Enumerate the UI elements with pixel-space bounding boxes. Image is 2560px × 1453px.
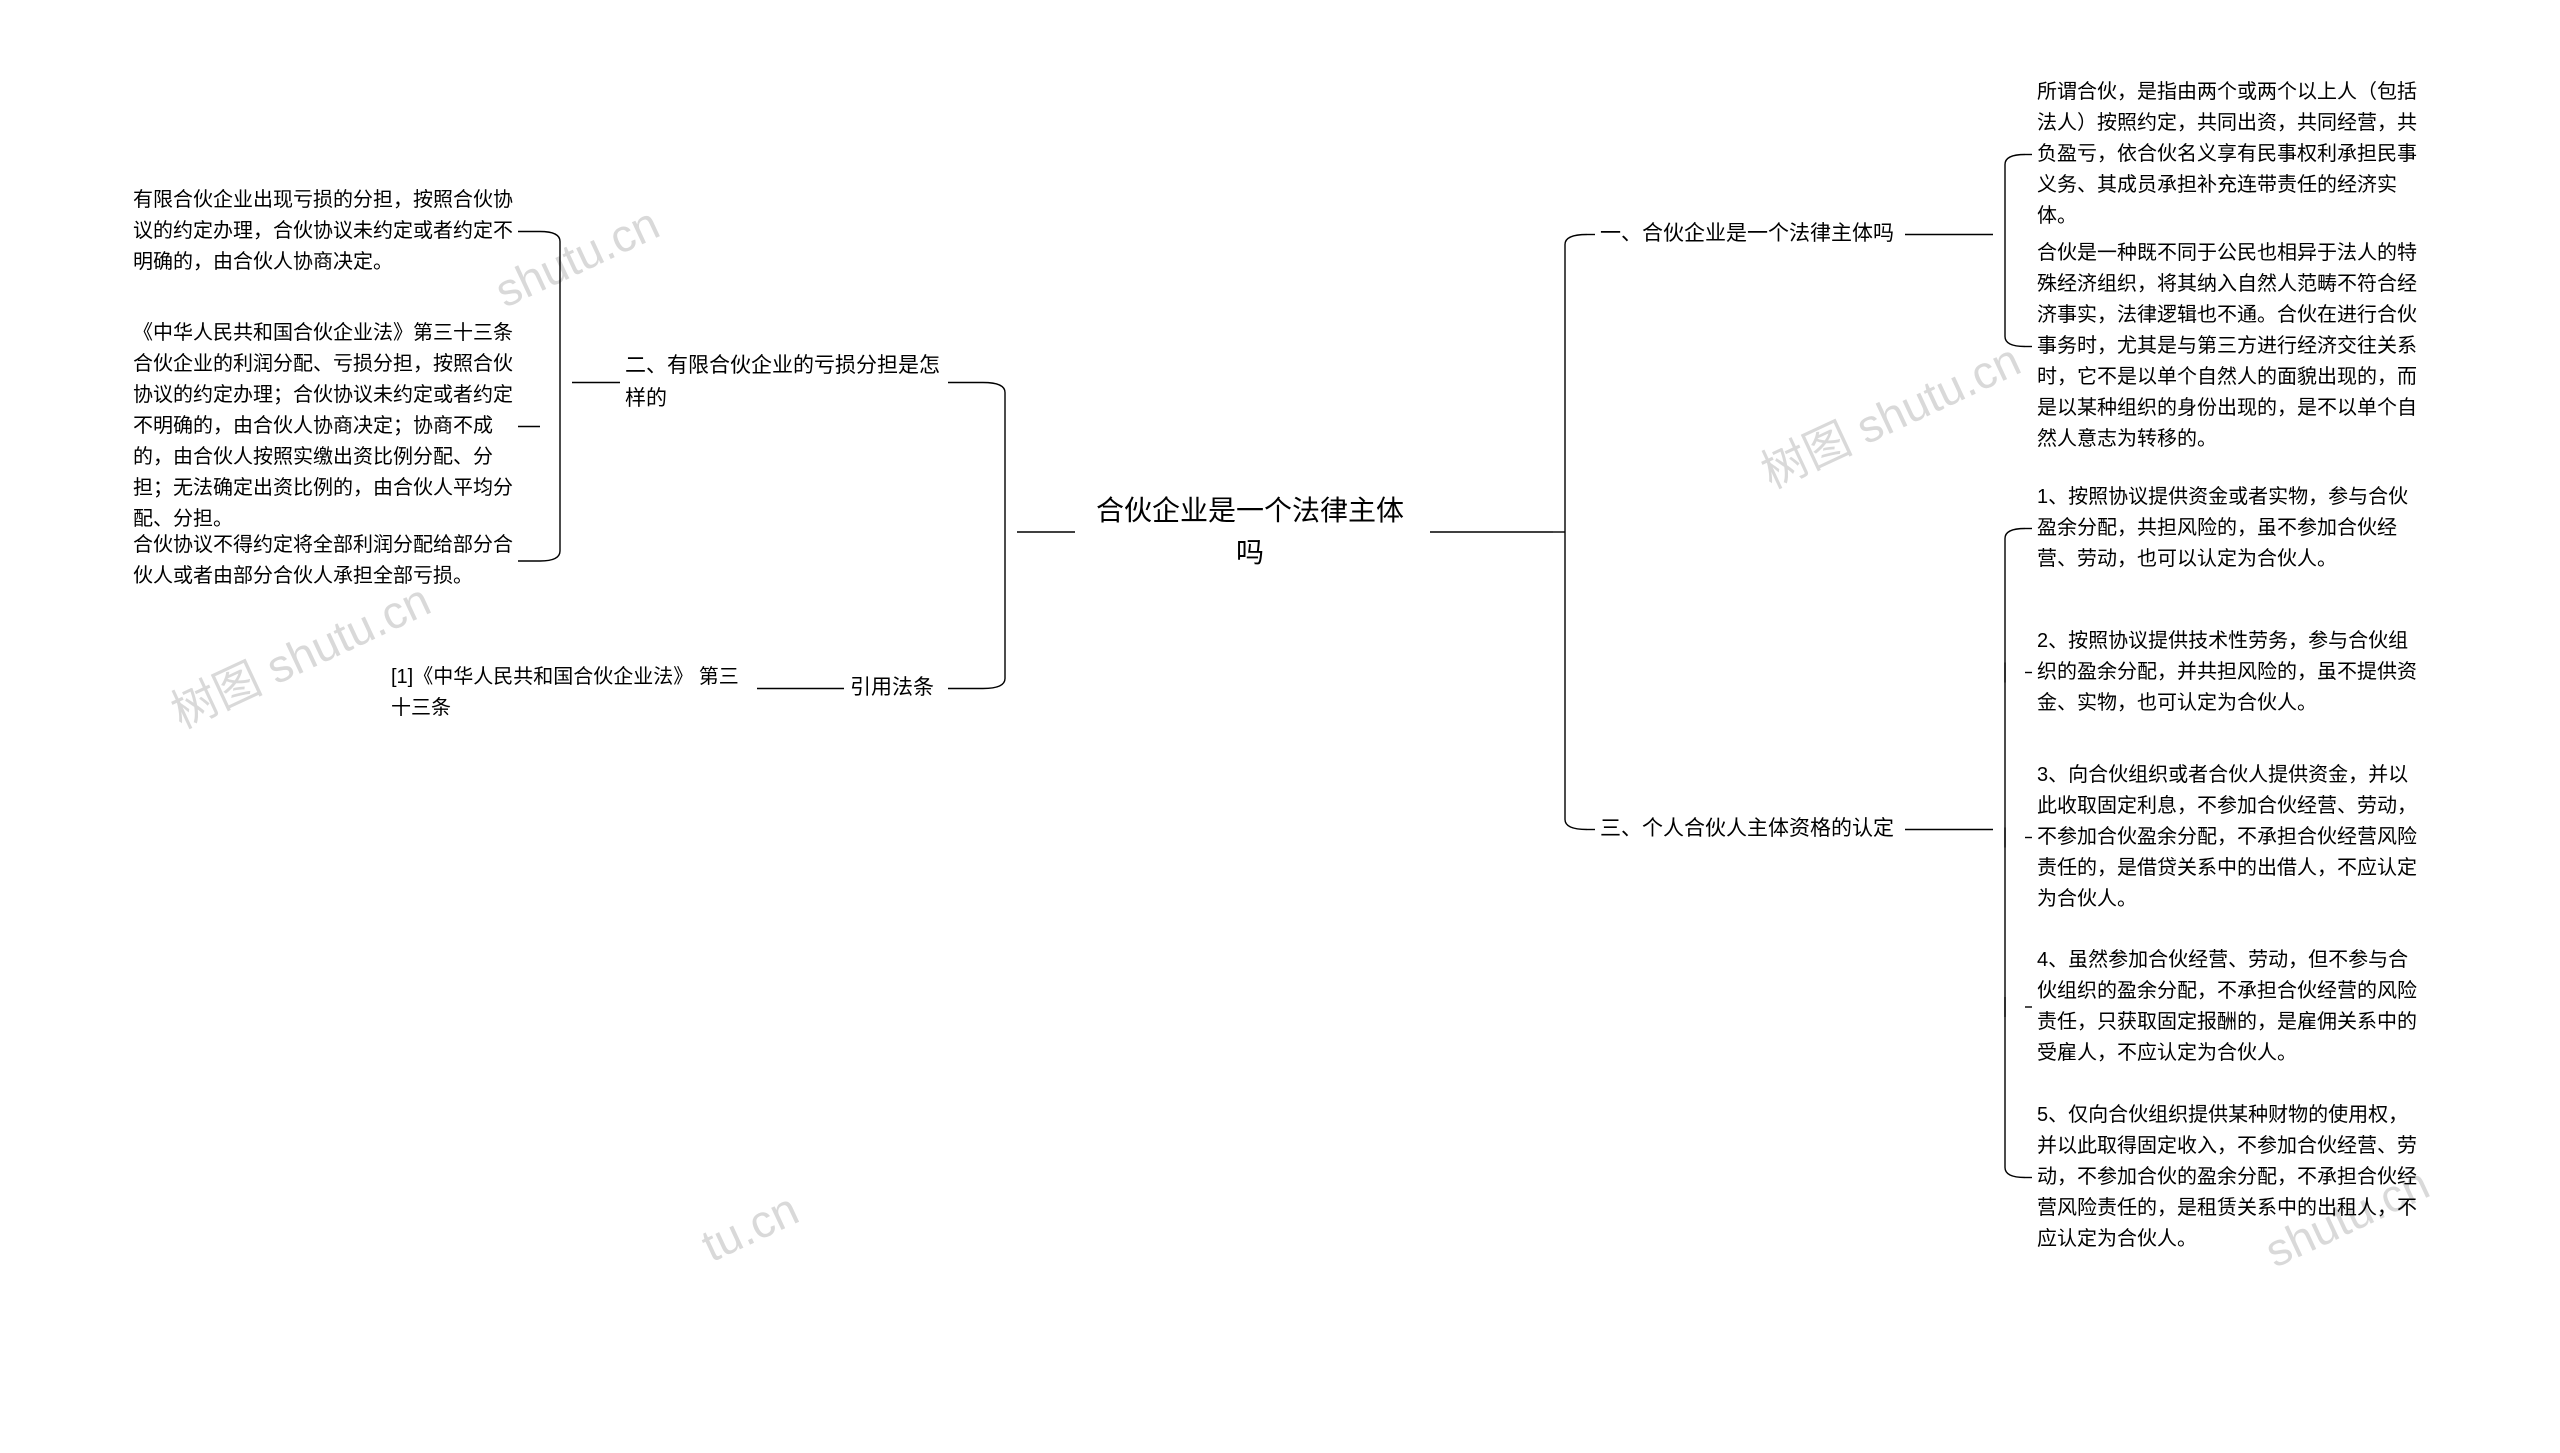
leaf-l2c: 合伙协议不得约定将全部利润分配给部分合伙人或者由部分合伙人承担全部亏损。 [133, 530, 513, 592]
branch-l2: 二、有限合伙企业的亏损分担是怎样的 [625, 350, 945, 415]
leaf-text: 5、仅向合伙组织提供某种财物的使用权，并以此取得固定收入，不参加合伙经营、劳动，… [2037, 1104, 2417, 1250]
leaf-text: 4、虽然参加合伙经营、劳动，但不参与合伙组织的盈余分配，不承担合伙经营的风险责任… [2037, 949, 2417, 1064]
branch-label: 一、合伙企业是一个法律主体吗 [1600, 222, 1894, 245]
branch-label: 三、个人合伙人主体资格的认定 [1600, 817, 1894, 840]
leaf-l2b: 《中华人民共和国合伙企业法》第三十三条 合伙企业的利润分配、亏损分担，按照合伙协… [133, 318, 513, 535]
root-node: 合伙企业是一个法律主体吗 [1080, 490, 1420, 574]
leaf-r3c: 3、向合伙组织或者合伙人提供资金，并以此收取固定利息，不参加合伙经营、劳动，不参… [2037, 760, 2417, 915]
branch-label: 二、有限合伙企业的亏损分担是怎样的 [625, 354, 940, 410]
watermark: shutu.cn [487, 196, 667, 318]
leaf-text: [1]《中华人民共和国合伙企业法》 第三十三条 [391, 666, 739, 719]
leaf-r1b: 合伙是一种既不同于公民也相异于法人的特殊经济组织，将其纳入自然人范畴不符合经济事… [2037, 238, 2417, 455]
branch-r3: 三、个人合伙人主体资格的认定 [1600, 813, 1900, 846]
leaf-r3e: 5、仅向合伙组织提供某种财物的使用权，并以此取得固定收入，不参加合伙经营、劳动，… [2037, 1100, 2417, 1255]
watermark: tu.cn [693, 1181, 806, 1272]
branch-label: 引用法条 [850, 676, 934, 699]
leaf-r3b: 2、按照协议提供技术性劳务，参与合伙组织的盈余分配，并共担风险的，虽不提供资金、… [2037, 626, 2417, 719]
leaf-r3d: 4、虽然参加合伙经营、劳动，但不参与合伙组织的盈余分配，不承担合伙经营的风险责任… [2037, 945, 2417, 1069]
leaf-r1a: 所谓合伙，是指由两个或两个以上人（包括法人）按照约定，共同出资，共同经营，共负盈… [2037, 77, 2417, 232]
leaf-r3a: 1、按照协议提供资金或者实物，参与合伙盈余分配，共担风险的，虽不参加合伙经营、劳… [2037, 482, 2417, 575]
leaf-text: 3、向合伙组织或者合伙人提供资金，并以此收取固定利息，不参加合伙经营、劳动，不参… [2037, 764, 2417, 910]
branch-r1: 一、合伙企业是一个法律主体吗 [1600, 218, 1900, 251]
leaf-text: 合伙是一种既不同于公民也相异于法人的特殊经济组织，将其纳入自然人范畴不符合经济事… [2037, 242, 2417, 450]
watermark: 树图 shutu.cn [1749, 324, 2029, 502]
leaf-text: 有限合伙企业出现亏损的分担，按照合伙协议的约定办理，合伙协议未约定或者约定不明确… [133, 189, 513, 273]
root-text: 合伙企业是一个法律主体吗 [1096, 495, 1404, 568]
leaf-l4a: [1]《中华人民共和国合伙企业法》 第三十三条 [391, 662, 751, 724]
leaf-text: 《中华人民共和国合伙企业法》第三十三条 合伙企业的利润分配、亏损分担，按照合伙协… [133, 322, 513, 530]
leaf-text: 2、按照协议提供技术性劳务，参与合伙组织的盈余分配，并共担风险的，虽不提供资金、… [2037, 630, 2417, 714]
leaf-l2a: 有限合伙企业出现亏损的分担，按照合伙协议的约定办理，合伙协议未约定或者约定不明确… [133, 185, 513, 278]
leaf-text: 合伙协议不得约定将全部利润分配给部分合伙人或者由部分合伙人承担全部亏损。 [133, 534, 513, 587]
branch-l4: 引用法条 [850, 672, 945, 705]
leaf-text: 所谓合伙，是指由两个或两个以上人（包括法人）按照约定，共同出资，共同经营，共负盈… [2037, 81, 2417, 227]
leaf-text: 1、按照协议提供资金或者实物，参与合伙盈余分配，共担风险的，虽不参加合伙经营、劳… [2037, 486, 2408, 570]
